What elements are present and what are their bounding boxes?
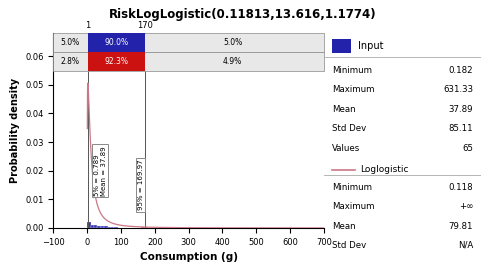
Text: 90.0%: 90.0%: [104, 38, 128, 47]
Text: 79.81: 79.81: [449, 222, 473, 230]
Bar: [94, 225, 97, 228]
Text: 5% = 0.789
Mean = 37.89: 5% = 0.789 Mean = 37.89: [94, 146, 106, 195]
Text: Std Dev: Std Dev: [332, 124, 366, 133]
Text: Mean: Mean: [332, 105, 355, 114]
Text: Maximum: Maximum: [332, 202, 374, 211]
Bar: [97, 225, 101, 228]
Bar: [141, 227, 145, 228]
Text: +∞: +∞: [459, 202, 473, 211]
Y-axis label: Probability density: Probability density: [10, 78, 19, 183]
Text: 0.118: 0.118: [449, 183, 473, 192]
Bar: [145, 227, 148, 228]
Text: 1: 1: [85, 21, 90, 31]
Text: 5.0%: 5.0%: [223, 38, 242, 47]
Text: 0.182: 0.182: [449, 66, 473, 75]
Text: Loglogistic: Loglogistic: [360, 165, 409, 174]
Text: 4.9%: 4.9%: [223, 57, 242, 66]
Bar: [104, 226, 107, 228]
Bar: [107, 227, 111, 228]
Text: 37.89: 37.89: [449, 105, 473, 114]
Text: 631.33: 631.33: [443, 85, 473, 94]
Text: RiskLogLogistic(0.11813,13.616,1.1774): RiskLogLogistic(0.11813,13.616,1.1774): [109, 8, 377, 21]
Bar: [118, 227, 121, 228]
Text: 170: 170: [137, 21, 153, 31]
Text: 85.11: 85.11: [449, 124, 473, 133]
Text: 92.3%: 92.3%: [104, 57, 128, 66]
Bar: [87, 222, 91, 228]
Text: 65: 65: [462, 144, 473, 153]
Bar: [101, 226, 104, 228]
X-axis label: Consumption (g): Consumption (g): [139, 252, 238, 262]
Bar: [332, 39, 350, 53]
Text: Mean: Mean: [332, 222, 355, 230]
Bar: [53, 33, 324, 52]
Bar: [111, 227, 114, 228]
Bar: [114, 227, 118, 228]
Text: Maximum: Maximum: [332, 85, 374, 94]
Text: Input: Input: [359, 41, 384, 51]
Text: 95% = 169.97: 95% = 169.97: [138, 160, 144, 210]
Bar: [91, 225, 94, 228]
Text: 2.8%: 2.8%: [61, 57, 80, 66]
Bar: [53, 52, 324, 71]
Bar: [87, 33, 145, 52]
Text: Minimum: Minimum: [332, 183, 372, 192]
Text: Std Dev: Std Dev: [332, 241, 366, 250]
Text: Values: Values: [332, 144, 360, 153]
Text: N/A: N/A: [458, 241, 473, 250]
Bar: [87, 52, 145, 71]
Text: 5.0%: 5.0%: [61, 38, 80, 47]
Text: Minimum: Minimum: [332, 66, 372, 75]
